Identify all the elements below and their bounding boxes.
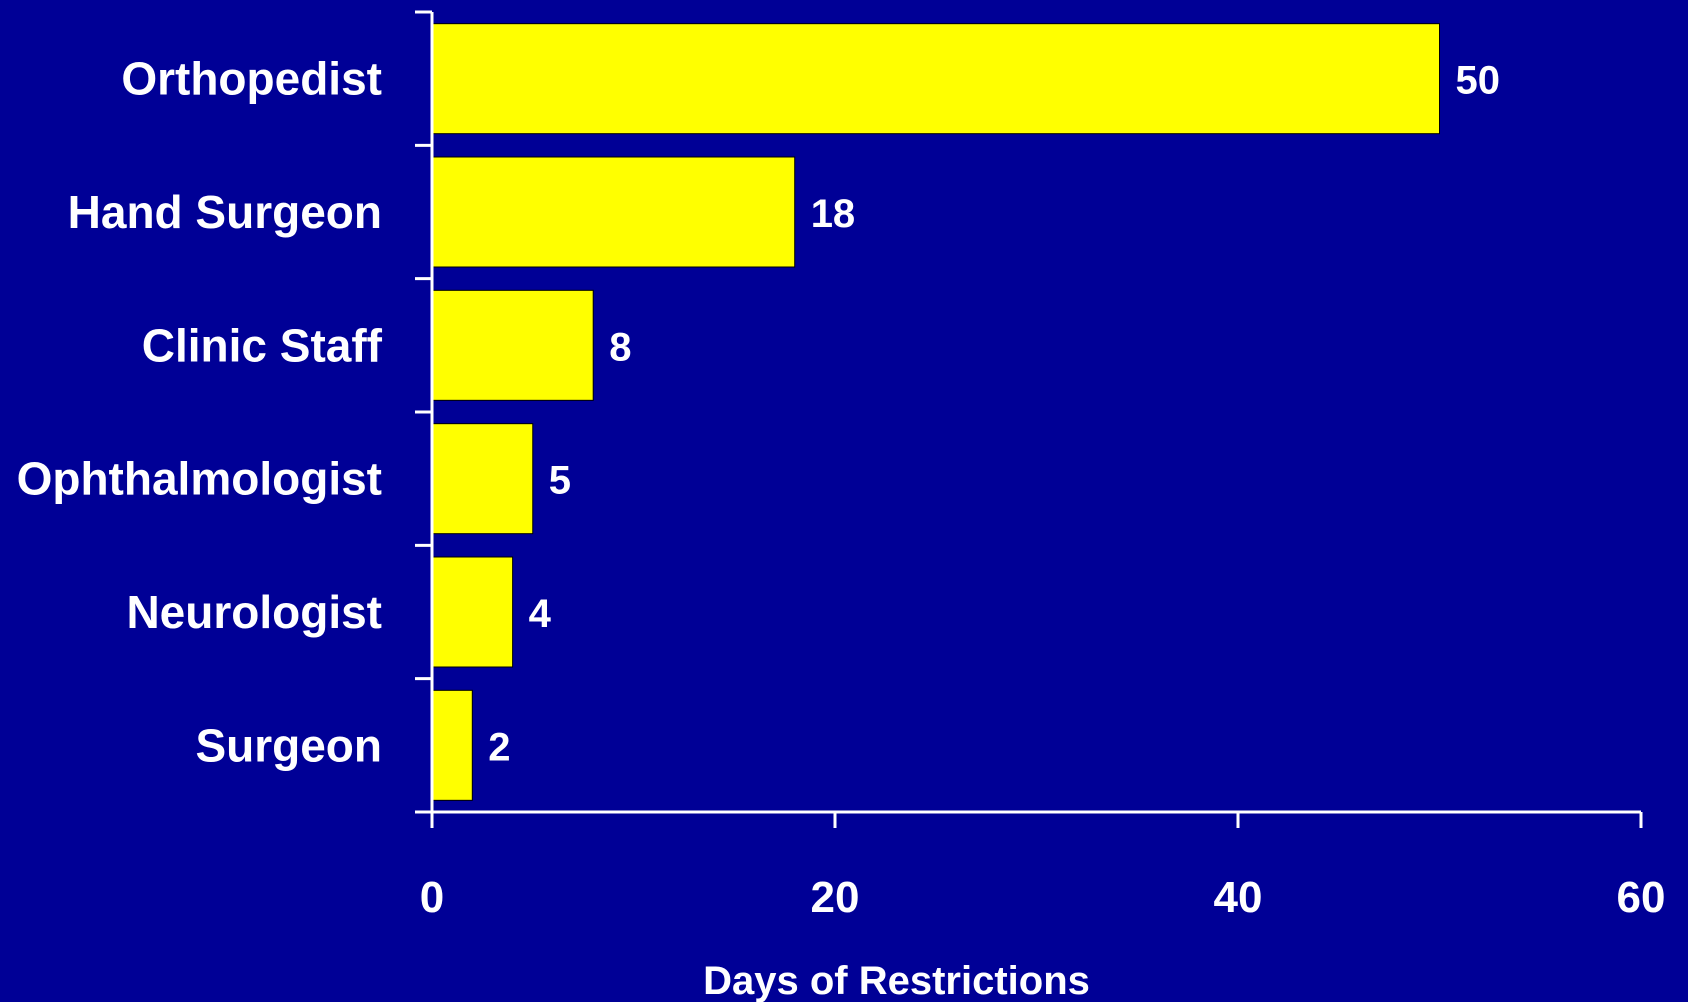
x-tick-label: 0 (420, 873, 444, 922)
data-label: 4 (529, 592, 552, 636)
data-label: 18 (811, 192, 856, 236)
bar-hand-surgeon (431, 156, 796, 268)
category-label: Hand Surgeon (68, 186, 382, 238)
x-tick-label: 20 (811, 873, 860, 922)
data-label: 5 (549, 459, 571, 503)
bar-surgeon (431, 689, 473, 801)
bar-orthopedist (431, 23, 1440, 135)
x-tick-label: 40 (1214, 873, 1263, 922)
data-label: 8 (609, 325, 631, 369)
x-axis-title: Days of Restrictions (703, 959, 1090, 1002)
category-label: Surgeon (195, 719, 382, 771)
category-label: Neurologist (126, 586, 382, 638)
bars-layer (431, 23, 1440, 801)
category-label: Clinic Staff (142, 319, 383, 371)
bar-ophthalmologist (431, 423, 534, 535)
category-label: Ophthalmologist (17, 453, 382, 505)
bar-neurologist (431, 556, 514, 668)
data-label: 2 (488, 725, 510, 769)
bar-clinic-staff (431, 289, 594, 401)
x-tick-label: 60 (1617, 873, 1666, 922)
category-label: Orthopedist (121, 53, 382, 105)
axes-layer (415, 10, 1643, 828)
data-label: 50 (1456, 59, 1501, 103)
